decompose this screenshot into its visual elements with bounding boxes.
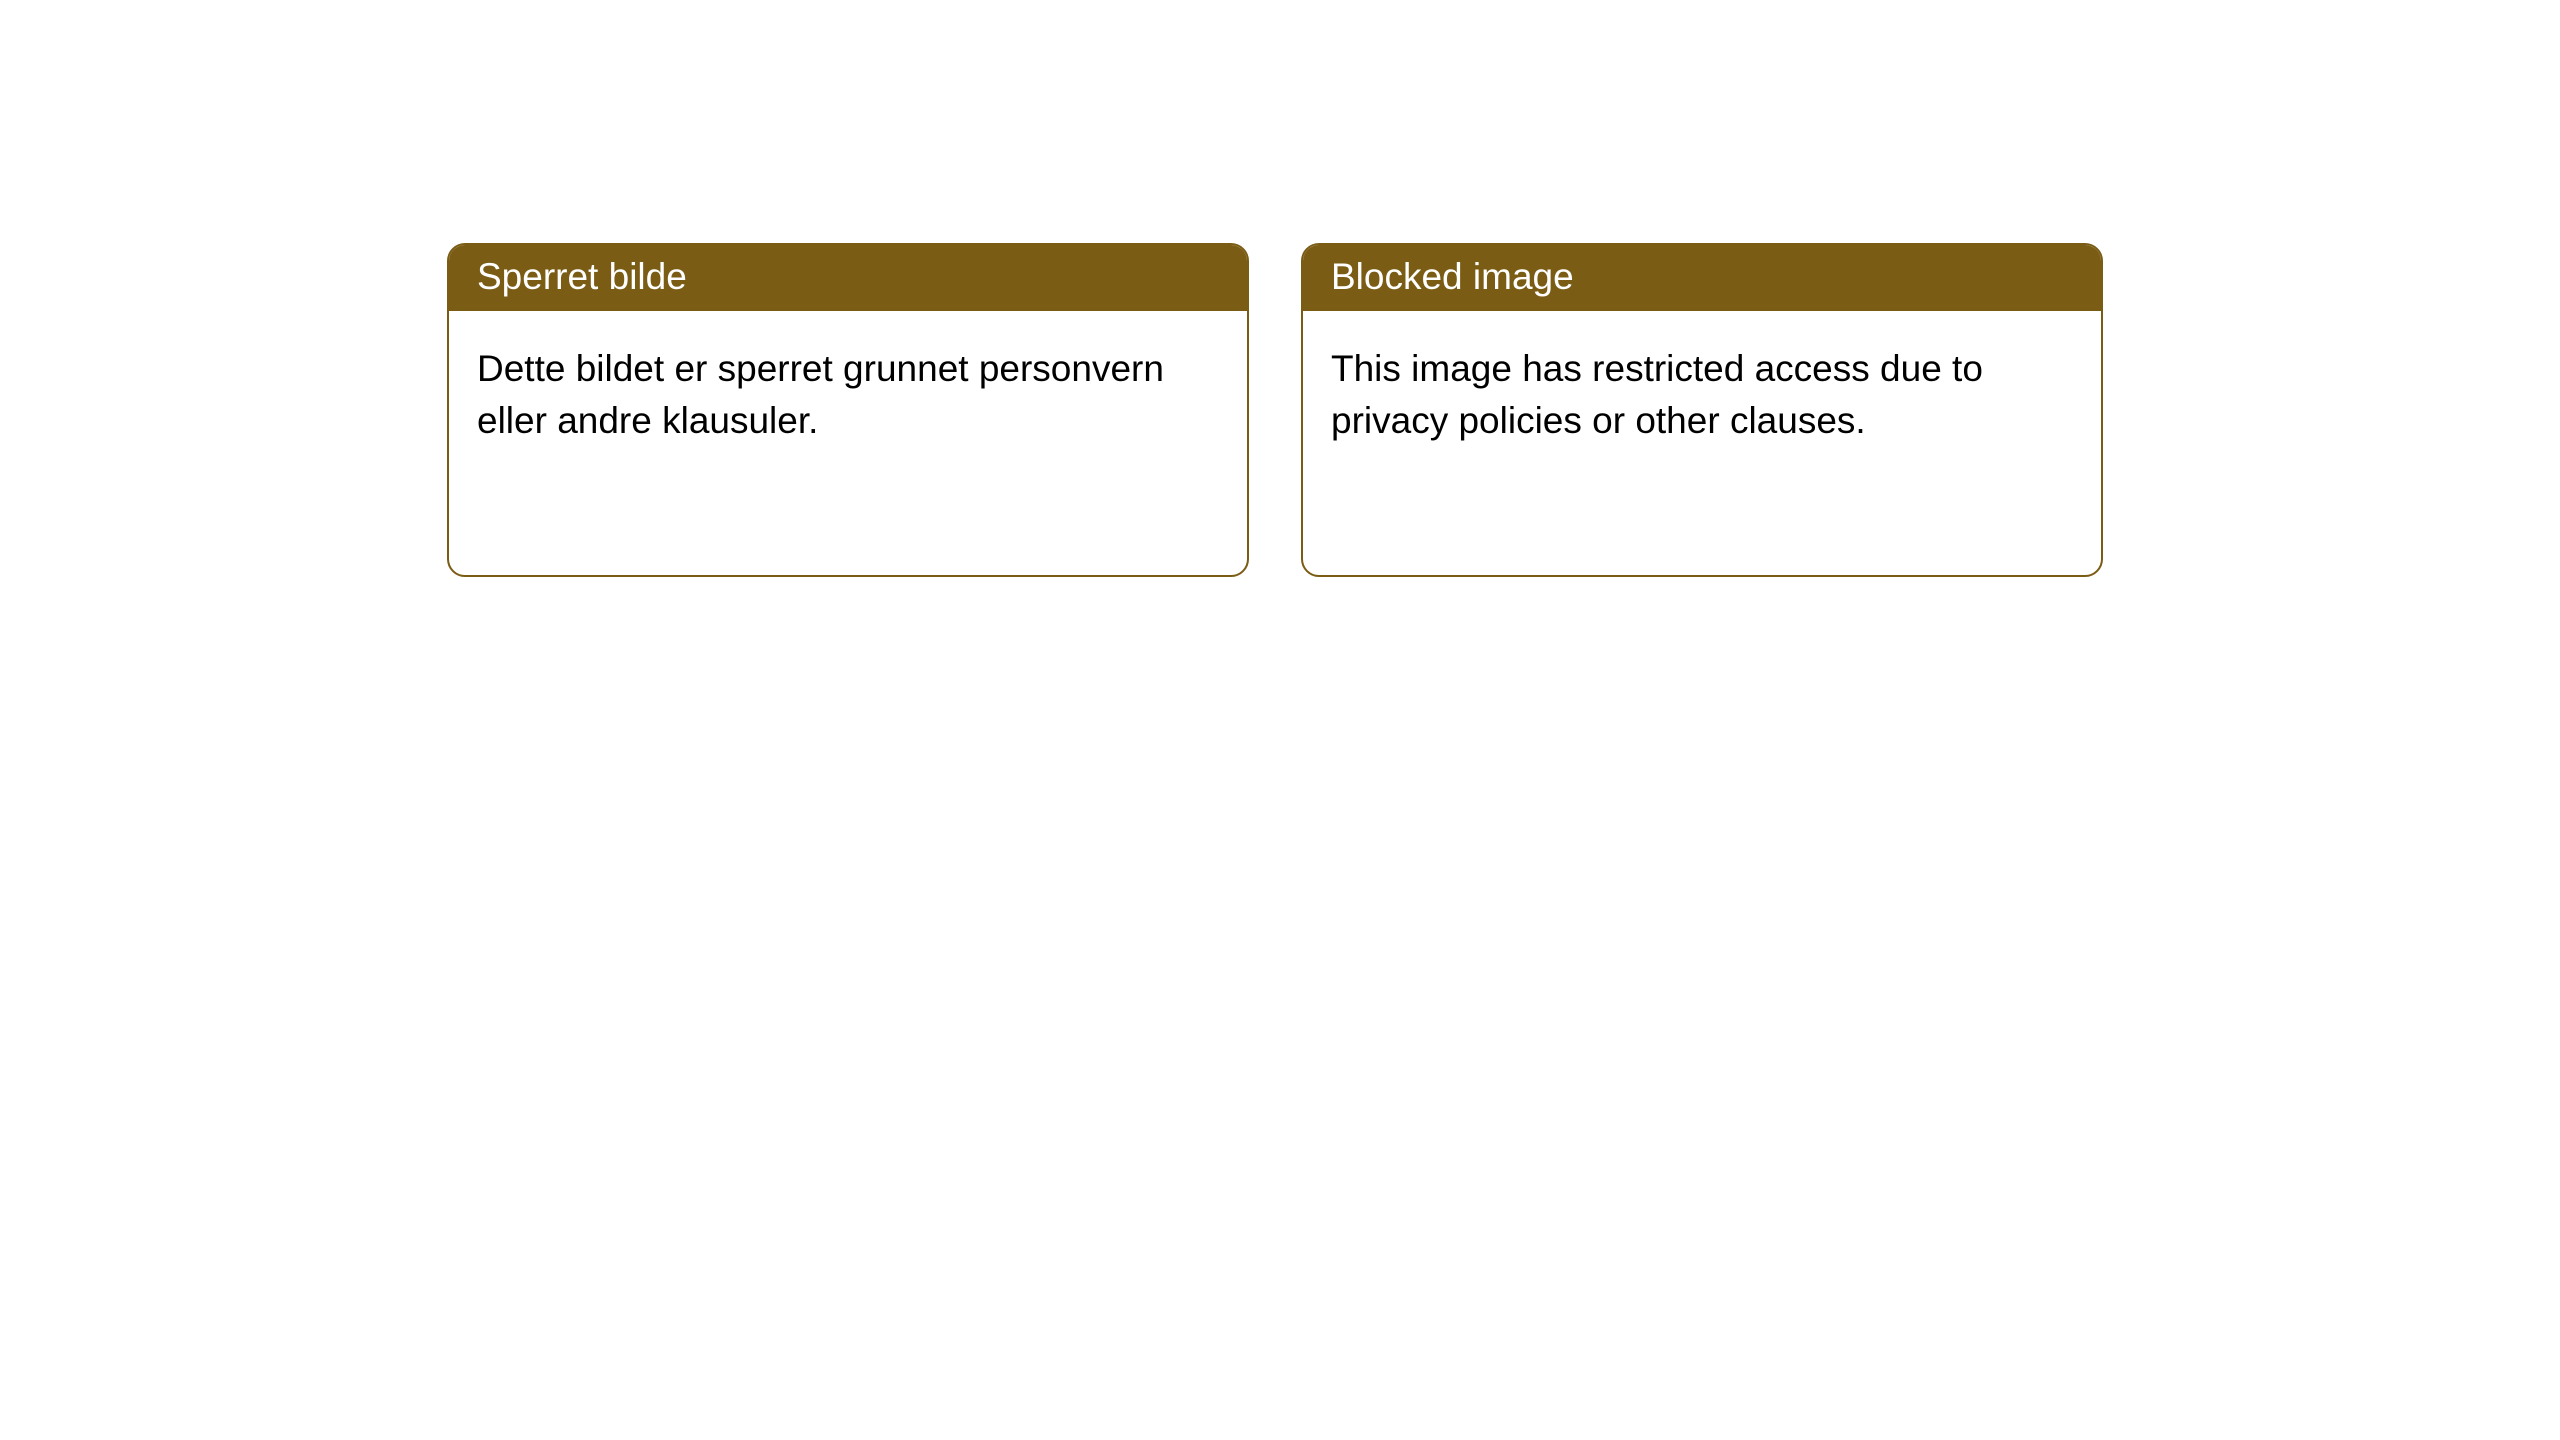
notice-header-en: Blocked image	[1303, 245, 2101, 311]
notice-card-en: Blocked image This image has restricted …	[1301, 243, 2103, 577]
notice-body-no: Dette bildet er sperret grunnet personve…	[449, 311, 1247, 479]
notice-card-no: Sperret bilde Dette bildet er sperret gr…	[447, 243, 1249, 577]
notice-body-en: This image has restricted access due to …	[1303, 311, 2101, 479]
notice-header-no: Sperret bilde	[449, 245, 1247, 311]
notice-container: Sperret bilde Dette bildet er sperret gr…	[0, 0, 2560, 577]
